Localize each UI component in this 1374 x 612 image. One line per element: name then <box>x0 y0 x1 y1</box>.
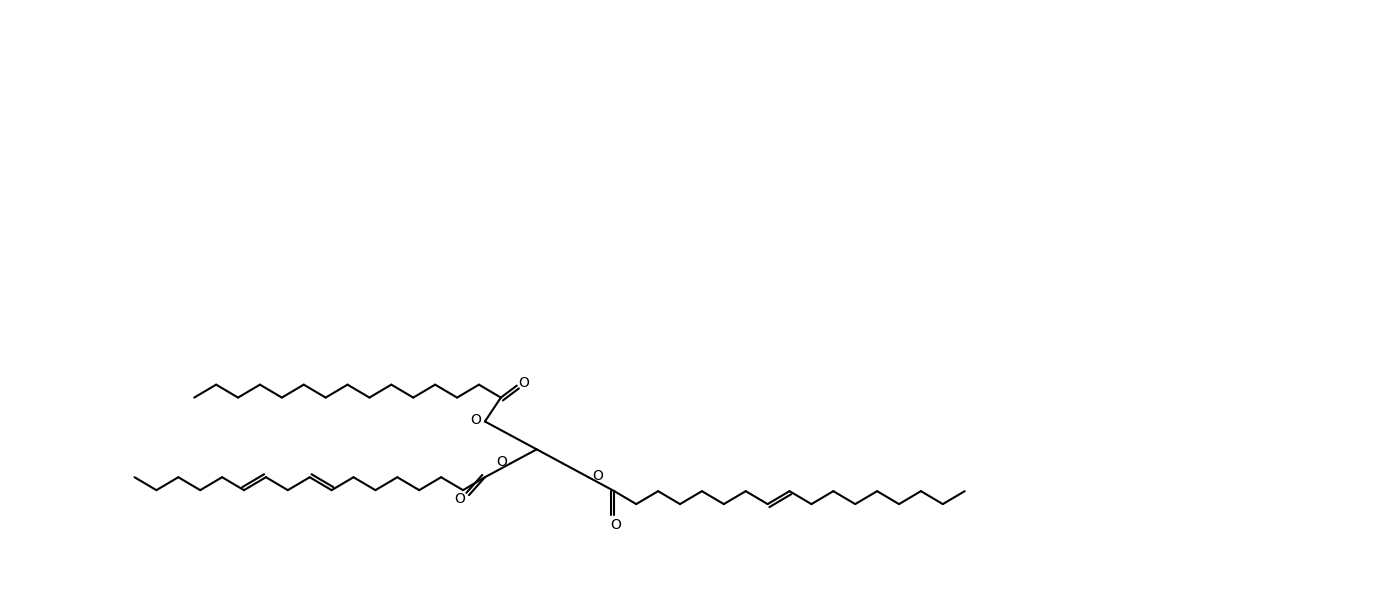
Text: O: O <box>610 518 621 532</box>
Text: O: O <box>455 492 466 506</box>
Text: O: O <box>592 469 603 483</box>
Text: O: O <box>496 455 507 469</box>
Text: O: O <box>470 414 481 427</box>
Text: O: O <box>518 376 529 390</box>
